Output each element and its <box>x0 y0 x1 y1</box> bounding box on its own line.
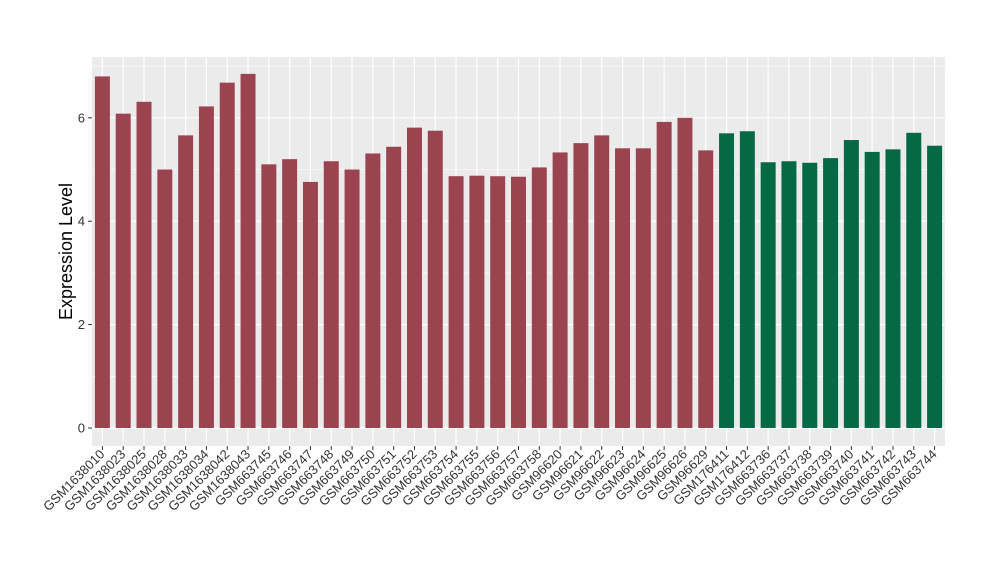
bar <box>302 181 318 428</box>
bar <box>365 153 381 428</box>
bar <box>823 158 839 428</box>
y-tick-label: 0 <box>78 421 85 436</box>
y-tick-label: 2 <box>78 317 85 332</box>
bar <box>615 148 631 429</box>
bar <box>427 130 443 428</box>
bar <box>94 76 110 428</box>
bar <box>552 152 568 428</box>
bar <box>490 176 506 428</box>
bar <box>240 73 256 428</box>
bar <box>198 106 214 429</box>
bar <box>698 150 714 428</box>
bar <box>885 149 901 428</box>
bar <box>843 140 859 428</box>
bar <box>594 135 610 429</box>
bar <box>219 82 235 429</box>
bar <box>511 176 526 428</box>
bar <box>469 175 485 428</box>
bar <box>927 145 943 428</box>
y-tick-label: 4 <box>78 214 85 229</box>
y-axis-ticks: 0 2 4 6 <box>78 110 92 436</box>
bars <box>94 73 943 429</box>
bar <box>115 113 131 428</box>
bar <box>157 169 173 428</box>
bar <box>344 169 360 428</box>
bar <box>781 161 797 428</box>
bar <box>406 127 422 429</box>
x-axis-ticks: GSM1638010GSM1638023GSM1638025GSM1638028… <box>40 446 940 514</box>
bar <box>531 167 547 428</box>
bar <box>261 164 277 428</box>
y-tick-label: 6 <box>78 110 85 125</box>
bar <box>760 162 776 428</box>
bar <box>282 159 298 428</box>
bar <box>178 135 194 429</box>
bar <box>448 176 464 428</box>
bar <box>635 148 651 429</box>
bar <box>656 121 672 428</box>
bar <box>864 151 880 428</box>
bar <box>323 161 339 428</box>
bar <box>573 143 589 428</box>
bar <box>906 132 922 428</box>
bar <box>739 131 755 428</box>
bar <box>719 133 735 428</box>
bar <box>802 162 818 429</box>
bar <box>677 117 693 429</box>
bar <box>136 101 152 428</box>
y-axis-title: Expression Level <box>56 183 76 320</box>
bar <box>386 146 402 428</box>
